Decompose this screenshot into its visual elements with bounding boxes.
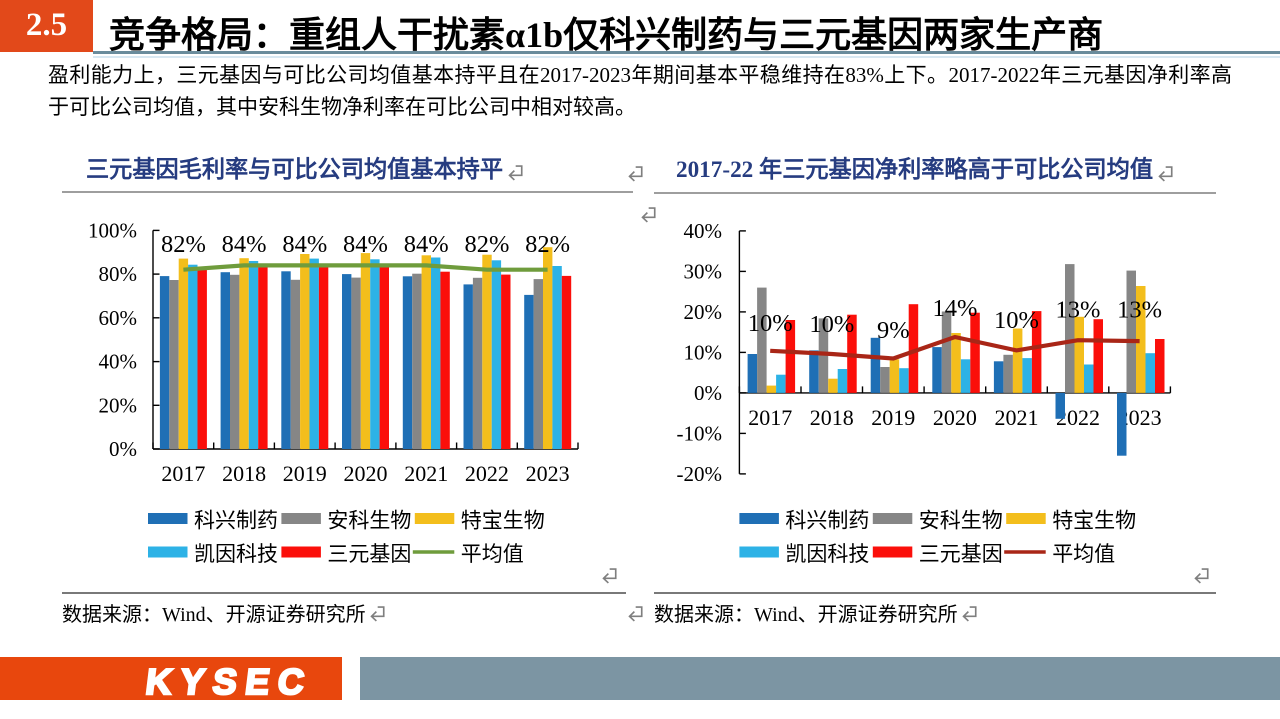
svg-text:84%: 84% [404, 231, 449, 258]
svg-text:84%: 84% [222, 231, 267, 258]
svg-text:84%: 84% [282, 231, 327, 258]
svg-text:特宝生物: 特宝生物 [461, 509, 545, 533]
svg-text:14%: 14% [932, 295, 977, 322]
svg-text:10%: 10% [684, 340, 723, 364]
svg-text:13%: 13% [1117, 297, 1162, 324]
svg-text:80%: 80% [99, 262, 138, 286]
svg-text:凯因科技: 凯因科技 [785, 542, 869, 566]
svg-text:2019: 2019 [283, 461, 327, 486]
svg-text:特宝生物: 特宝生物 [1052, 509, 1136, 533]
svg-text:数据来源：Wind、开源证券研究所: 数据来源：Wind、开源证券研究所 [62, 603, 366, 626]
svg-text:2018: 2018 [810, 405, 854, 430]
svg-text:2017: 2017 [161, 461, 205, 486]
svg-text:2020: 2020 [933, 405, 977, 430]
svg-text:2019: 2019 [871, 405, 915, 430]
svg-text:40%: 40% [684, 219, 723, 243]
svg-text:2017: 2017 [748, 405, 792, 430]
svg-text:2020: 2020 [344, 461, 388, 486]
svg-text:平均值: 平均值 [1052, 542, 1115, 566]
svg-text:2023: 2023 [526, 461, 570, 486]
svg-text:60%: 60% [99, 306, 138, 330]
svg-text:13%: 13% [1056, 297, 1101, 324]
svg-text:2022: 2022 [465, 461, 509, 486]
svg-text:安科生物: 安科生物 [327, 509, 411, 533]
svg-text:科兴制药: 科兴制药 [194, 509, 278, 533]
svg-text:2021: 2021 [995, 405, 1039, 430]
svg-text:安科生物: 安科生物 [919, 509, 1003, 533]
svg-text:三元基因: 三元基因 [327, 542, 411, 566]
svg-text:三元基因毛利率与可比公司均值基本持平: 三元基因毛利率与可比公司均值基本持平 [86, 155, 503, 183]
svg-text:2021: 2021 [404, 461, 448, 486]
svg-text:-20%: -20% [677, 462, 723, 486]
svg-text:2017-22 年三元基因净利率略高于可比公司均值: 2017-22 年三元基因净利率略高于可比公司均值 [676, 155, 1153, 183]
svg-text:10%: 10% [994, 307, 1039, 334]
svg-text:10%: 10% [748, 310, 793, 337]
svg-text:40%: 40% [99, 350, 138, 374]
svg-text:科兴制药: 科兴制药 [785, 509, 869, 533]
svg-text:20%: 20% [684, 300, 723, 324]
svg-text:30%: 30% [684, 259, 723, 283]
svg-text:数据来源：Wind、开源证券研究所: 数据来源：Wind、开源证券研究所 [654, 603, 958, 626]
svg-text:82%: 82% [525, 231, 570, 258]
svg-text:82%: 82% [464, 231, 509, 258]
svg-text:凯因科技: 凯因科技 [194, 542, 278, 566]
svg-text:平均值: 平均值 [461, 542, 524, 566]
svg-text:10%: 10% [809, 311, 854, 338]
svg-text:0%: 0% [109, 437, 137, 461]
svg-text:100%: 100% [88, 218, 137, 242]
svg-text:20%: 20% [99, 393, 138, 417]
svg-text:2018: 2018 [222, 461, 266, 486]
svg-text:-10%: -10% [677, 421, 723, 445]
svg-text:84%: 84% [343, 231, 388, 258]
svg-text:0%: 0% [694, 381, 722, 405]
svg-text:三元基因: 三元基因 [919, 542, 1003, 566]
svg-text:82%: 82% [161, 231, 206, 258]
svg-text:9%: 9% [877, 317, 910, 344]
